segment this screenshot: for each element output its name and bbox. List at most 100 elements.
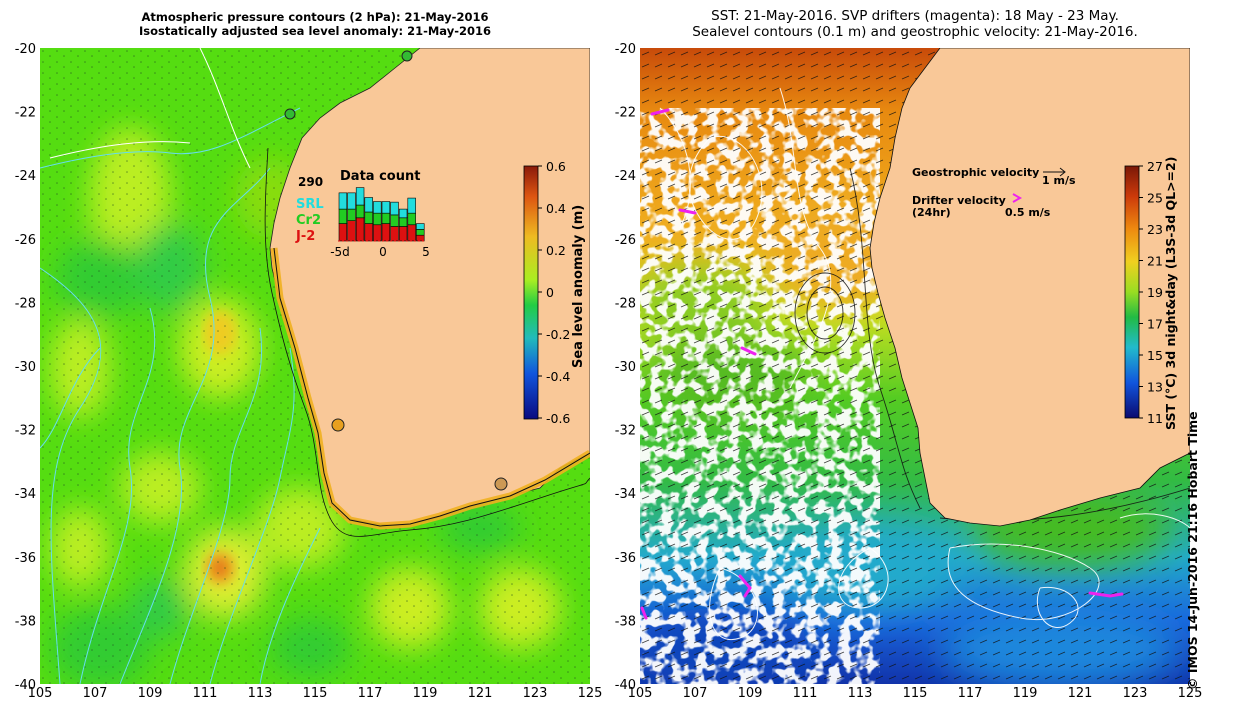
sla-colorbar-ticks: 0.6 0.4 0.2 0 -0.2 -0.4 -0.6 — [538, 159, 570, 426]
data-count-bar-j2 — [373, 224, 382, 242]
data-count-bar-srl — [364, 197, 373, 213]
data-count-bar-cr2 — [364, 211, 373, 224]
lat-tick-label: -40 — [15, 678, 36, 693]
data-count-x-tick: -5d — [330, 245, 350, 259]
lat-tick-label: -36 — [15, 551, 36, 566]
data-count-x-tick: 5 — [422, 245, 430, 259]
tide-gauge-station — [284, 108, 296, 120]
data-count-bar-srl — [381, 201, 391, 214]
sst-colorbar-label: SST (°C) 3d night&day (L3S-3d QL>=2) — [1163, 156, 1178, 430]
colorbar-tick-label: 0.4 — [546, 201, 566, 216]
drifter-track — [1088, 591, 1124, 598]
left-map-title: Atmospheric pressure contours (2 hPa): 2… — [40, 10, 590, 38]
pressure-contours — [40, 107, 321, 684]
data-count-bar-cr2 — [381, 212, 391, 224]
colorbar-tick-label: -0.4 — [546, 369, 570, 384]
tide-gauge-station — [331, 418, 345, 432]
data-count-bar-srl — [373, 201, 382, 214]
colorbar-tick-label: -0.6 — [546, 411, 570, 426]
data-count-bar-srl — [338, 192, 348, 210]
lon-tick-label: 123 — [523, 686, 548, 701]
data-count-max: 290 — [298, 175, 323, 189]
lon-tick-label: 105 — [628, 686, 653, 701]
data-count-bar-j2 — [416, 234, 425, 242]
data-count-bar-j2 — [364, 223, 373, 242]
tide-gauge-station — [494, 477, 508, 491]
data-count-bar-cr2 — [347, 208, 356, 222]
lat-tick-label: -32 — [15, 424, 36, 439]
colorbar-tick-label: 15 — [1147, 348, 1163, 363]
data-count-bar-srl — [416, 223, 425, 230]
data-count-bar-cr2 — [407, 212, 416, 226]
lon-tick-label: 119 — [1013, 686, 1038, 701]
lat-tick-label: -20 — [615, 42, 636, 57]
data-count-bar-j2 — [338, 223, 348, 242]
lon-tick-label: 107 — [83, 686, 108, 701]
lat-tick-label: -22 — [15, 106, 36, 121]
lat-tick-label: -34 — [15, 487, 36, 502]
data-count-bar-j2 — [355, 217, 365, 242]
data-count-bar-j2 — [407, 224, 416, 242]
colorbar-tick-label: 21 — [1147, 254, 1163, 269]
data-count-x-ticks: -5d 0 5 — [330, 245, 430, 259]
lon-tick-label: 117 — [358, 686, 383, 701]
lon-tick-label: 125 — [578, 686, 603, 701]
lat-tick-label: -28 — [615, 296, 636, 311]
colorbar-tick-label: 25 — [1147, 191, 1163, 206]
left-lon-tick-labels: 105 107 109 111 113 115 117 119 121 123 125 — [28, 686, 603, 701]
data-count-bar-cr2 — [338, 208, 348, 224]
sst-colorbar-ticks: 27 25 23 21 19 17 15 13 11 — [1139, 159, 1163, 426]
lon-tick-label: 121 — [1068, 686, 1093, 701]
data-count-bars — [338, 187, 425, 242]
data-count-legend-item: Cr2 — [296, 213, 321, 228]
data-count-bar-j2 — [347, 220, 356, 242]
drifter-track — [650, 108, 670, 116]
lon-tick-label: 111 — [193, 686, 218, 701]
left-lat-tick-labels: -20 -22 -24 -26 -28 -30 -32 -34 -36 -38 -40 — [15, 42, 36, 693]
data-count-bar-cr2 — [373, 212, 382, 226]
lon-tick-label: 107 — [683, 686, 708, 701]
geostrophic-scale-label: 1 m/s — [1042, 174, 1076, 187]
lat-tick-label: -30 — [15, 360, 36, 375]
colorbar-tick-label: 0.2 — [546, 243, 566, 258]
sst-colorbar — [1124, 165, 1140, 419]
data-count-bar-srl — [390, 201, 399, 216]
lat-tick-label: -26 — [615, 233, 636, 248]
lon-tick-label: 121 — [468, 686, 493, 701]
lon-tick-label: 115 — [903, 686, 928, 701]
colorbar-tick-label: 13 — [1147, 380, 1163, 395]
lat-tick-label: -24 — [615, 169, 636, 184]
colorbar-tick-label: 23 — [1147, 222, 1163, 237]
lat-tick-label: -32 — [615, 424, 636, 439]
shelf-contour — [264, 147, 590, 537]
coastline — [273, 247, 590, 527]
tide-gauge-stations — [284, 50, 508, 491]
lat-tick-label: -38 — [15, 614, 36, 629]
data-count-bar-srl — [398, 208, 408, 219]
right-lat-tick-labels: -20 -22 -24 -26 -28 -30 -32 -34 -36 -38 -40 — [615, 42, 636, 693]
lon-tick-label: 105 — [28, 686, 53, 701]
data-count-bar-cr2 — [355, 204, 365, 219]
drifter-track — [640, 606, 648, 620]
right-map-title: SST: 21-May-2016. SVP drifters (magenta)… — [640, 8, 1190, 40]
data-count-bar-srl — [407, 197, 416, 214]
lon-tick-label: 113 — [248, 686, 273, 701]
svp-drifter-tracks — [640, 108, 1124, 620]
lon-tick-label: 115 — [303, 686, 328, 701]
data-count-bar-cr2 — [398, 217, 408, 227]
left-title-line2: Isostatically adjusted sea level anomaly… — [139, 24, 491, 38]
lat-tick-label: -26 — [15, 233, 36, 248]
right-lon-tick-labels: 105 107 109 111 113 115 117 119 121 123 125 — [628, 686, 1203, 701]
left-map-axes: -20 -22 -24 -26 -28 -30 -32 -34 -36 -38 -40 105 107… — [15, 42, 603, 701]
lat-tick-label: -22 — [615, 106, 636, 121]
drifter-track — [740, 346, 757, 356]
right-title-line2: Sealevel contours (0.1 m) and geostrophi… — [692, 24, 1138, 40]
lat-tick-label: -38 — [615, 614, 636, 629]
lon-tick-label: 119 — [413, 686, 438, 701]
sla-colorbar — [523, 165, 539, 420]
geostrophic-scale-arrow-icon — [1043, 167, 1066, 177]
drifter-track — [738, 574, 752, 598]
lon-tick-label: 111 — [793, 686, 818, 701]
lat-tick-label: -30 — [615, 360, 636, 375]
